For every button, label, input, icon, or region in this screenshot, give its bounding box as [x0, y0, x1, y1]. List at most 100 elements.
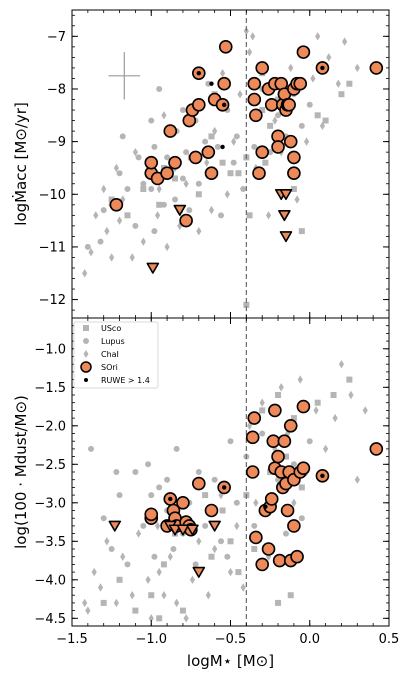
lupus-point: [205, 80, 212, 87]
legend-box: [73, 321, 159, 389]
usco-point: [322, 117, 329, 124]
chai-point: [303, 137, 310, 146]
sori-point: [192, 97, 206, 112]
sori-point: [179, 213, 193, 228]
chai-point: [212, 544, 218, 554]
ruwe-flag-dot: [209, 81, 214, 86]
chai-point: [338, 360, 345, 369]
chai-point: [332, 413, 338, 423]
chai-point: [183, 179, 189, 188]
lupus-point: [164, 476, 171, 483]
lupus-point: [240, 186, 247, 193]
x-tick-label: 0.5: [379, 632, 400, 647]
chai-point: [135, 529, 142, 538]
usco-point: [314, 399, 321, 406]
sori-point: [247, 411, 262, 425]
usco-point: [275, 599, 282, 606]
chai-point: [104, 537, 110, 546]
lupus-point: [156, 85, 163, 92]
lupus-point: [217, 538, 224, 545]
usco-point: [202, 492, 209, 499]
sori-upper-limit: [278, 210, 291, 222]
lupus-point: [202, 522, 209, 529]
usco-point: [290, 186, 297, 193]
chai-point: [91, 567, 97, 577]
chai-point: [140, 237, 146, 246]
y-tick-label: −2.5: [34, 458, 66, 473]
sori-point: [283, 134, 298, 149]
sori-point: [249, 530, 263, 545]
lupus-point: [230, 159, 237, 166]
lupus-point: [116, 492, 123, 499]
sori-point: [204, 166, 219, 181]
chai-point: [177, 221, 183, 231]
chai-point: [315, 32, 321, 41]
y-tick-label: −3.5: [34, 535, 66, 550]
legend-sori-label: SOri: [101, 363, 118, 372]
y-tick-label: −7: [47, 30, 66, 45]
usco-point: [179, 607, 186, 614]
x-tick-label: −1.0: [135, 632, 167, 647]
sori-point: [264, 492, 279, 506]
x-tick-label: −1.5: [56, 632, 88, 647]
ruwe-flag-dot: [221, 485, 227, 490]
usco-point: [235, 170, 242, 177]
sori-point: [296, 461, 311, 475]
usco-point: [262, 159, 269, 166]
legend-ruwe-marker: [84, 378, 88, 382]
chai-point: [246, 47, 253, 57]
usco-point: [282, 453, 289, 460]
chai-point: [82, 598, 88, 608]
chai-point: [113, 163, 119, 173]
sori-upper-limit: [208, 520, 221, 532]
sori-point: [296, 399, 311, 414]
sori-point: [277, 434, 292, 449]
lupus-point: [227, 438, 234, 445]
chai-point: [132, 147, 138, 157]
chai-point: [113, 598, 119, 608]
usco-point: [267, 122, 274, 129]
usco-point: [338, 91, 345, 98]
chai-point: [237, 90, 243, 99]
ruwe-flag-dot: [320, 65, 325, 71]
ruwe-flag-dot: [196, 70, 201, 76]
sori-point: [266, 434, 281, 449]
chai-point: [161, 111, 167, 120]
usco-point: [148, 592, 155, 599]
sori-upper-limit: [279, 188, 293, 201]
sori-upper-limit: [176, 524, 190, 536]
usco-point: [132, 607, 139, 614]
chai-point: [272, 116, 278, 125]
sori-point: [287, 519, 301, 533]
chai-point: [116, 216, 123, 225]
lupus-point: [186, 207, 193, 214]
lupus-point: [148, 117, 155, 124]
lupus-point: [88, 445, 95, 452]
sori-point: [144, 155, 159, 170]
y-tick-label: −3.0: [34, 496, 66, 511]
chai-point: [294, 195, 300, 204]
sori-point: [201, 145, 216, 159]
chai-point: [164, 242, 170, 252]
chai-point: [362, 406, 368, 415]
lupus-point: [140, 522, 147, 529]
usco-point: [298, 228, 305, 235]
sori-point: [160, 166, 174, 181]
chai-point: [104, 226, 110, 236]
chai-point: [319, 121, 326, 131]
lupus-point: [124, 186, 131, 193]
sori-upper-limit: [279, 231, 293, 243]
sori-point: [247, 92, 262, 107]
legend: USco Lupus ChaI SOri RUWE > 1.4: [73, 321, 159, 389]
lupus-point: [183, 149, 190, 156]
sori-point: [369, 442, 384, 456]
chai-point: [253, 498, 259, 507]
sori-point: [261, 542, 276, 556]
usco-point: [100, 599, 107, 606]
chai-point: [243, 26, 249, 36]
usco-point: [287, 592, 294, 599]
chai-point: [101, 184, 107, 194]
usco-point: [275, 392, 282, 398]
sori-point: [176, 495, 190, 510]
